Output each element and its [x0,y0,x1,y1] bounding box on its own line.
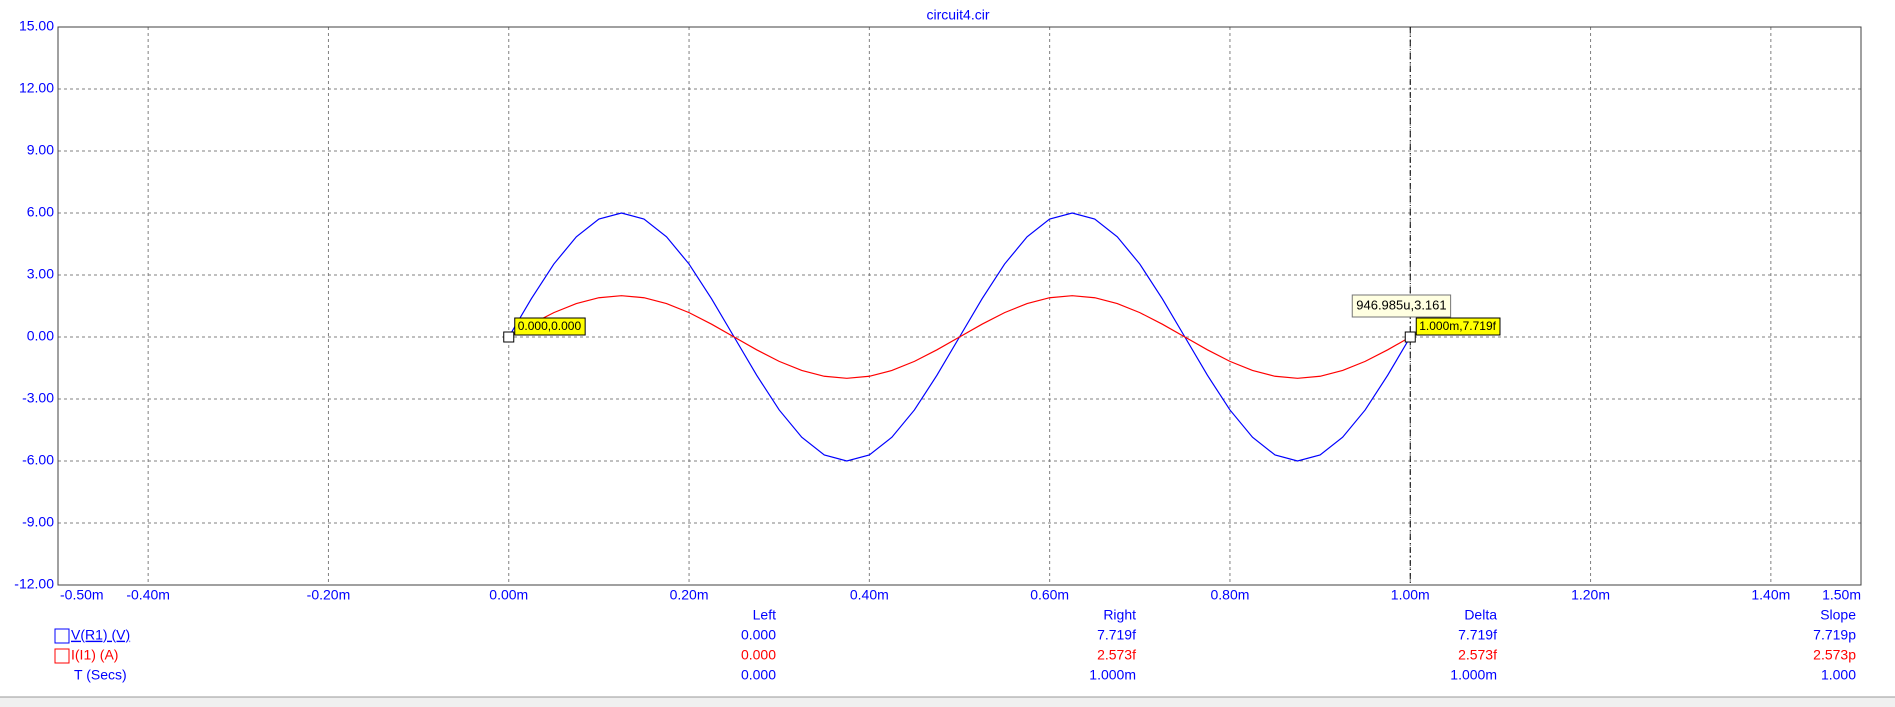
cursor-label-bg [1415,317,1501,336]
tooltip-bg [1351,294,1452,318]
tooltip-text: 946.985u,3.161 [1356,297,1446,312]
legend-box [54,628,70,644]
cursor-value: 0.000 [741,667,776,683]
cursor-value: 7.719f [1458,627,1497,643]
y-tick-label: 6.00 [27,204,54,220]
cursor-label: 0.000,0.000 [514,317,586,336]
column-header: Right [1103,607,1136,623]
cursor-label: 1.000m,7.719f [1415,317,1501,336]
x-tick-label: 1.00m [1391,587,1430,603]
cursor-value: 0.000 [741,627,776,643]
y-tick-label: -12.00 [14,576,54,592]
legend-box [54,648,70,664]
cursor-value: 1.000 [1821,667,1856,683]
cursor-label-text: 0.000,0.000 [518,319,582,333]
column-header: Left [753,607,776,623]
y-tick-label: 3.00 [27,266,54,282]
cursor-label-bg [514,317,586,336]
legend-label: T (Secs) [74,667,127,683]
cursor-value: 0.000 [741,647,776,663]
y-tick-label: 12.00 [19,80,54,96]
cursor-label-text: 1.000m,7.719f [1419,319,1496,333]
cursor-value: 1.000m [1089,667,1136,683]
legend-label: V(R1) (V) [71,627,130,643]
cursor-value: 2.573f [1097,647,1136,663]
cursor-value: 7.719f [1097,627,1136,643]
x-tick-label: 1.50m [1822,587,1861,603]
cursor-value: 2.573p [1813,647,1856,663]
x-tick-label: 0.80m [1210,587,1249,603]
y-tick-label: 0.00 [27,328,54,344]
x-tick-label: -0.20m [307,587,351,603]
cursor-marker [1404,331,1416,343]
tab-strip [0,697,1895,707]
y-tick-label: 15.00 [19,18,54,34]
cursor-value: 7.719p [1813,627,1856,643]
cursor-value: 2.573f [1458,647,1497,663]
series-line [508,295,1411,379]
y-tick-label: -6.00 [22,452,54,468]
x-tick-label: -0.40m [126,587,170,603]
column-header: Delta [1464,607,1497,623]
x-tick-label: 1.40m [1751,587,1790,603]
x-tick-label: 0.60m [1030,587,1069,603]
x-tick-label: 1.20m [1571,587,1610,603]
plot-frame [57,26,1862,586]
column-header: Slope [1820,607,1856,623]
y-tick-label: -9.00 [22,514,54,530]
legend-label: I(I1) (A) [71,647,118,663]
chart-title: circuit4.cir [926,7,989,23]
x-tick-label: 0.00m [489,587,528,603]
y-tick-label: 9.00 [27,142,54,158]
cursor-marker [503,331,515,343]
x-tick-label: 0.40m [850,587,889,603]
cursor-value: 1.000m [1450,667,1497,683]
x-tick-label: -0.50m [60,587,104,603]
y-tick-label: -3.00 [22,390,54,406]
x-tick-label: 0.20m [670,587,709,603]
